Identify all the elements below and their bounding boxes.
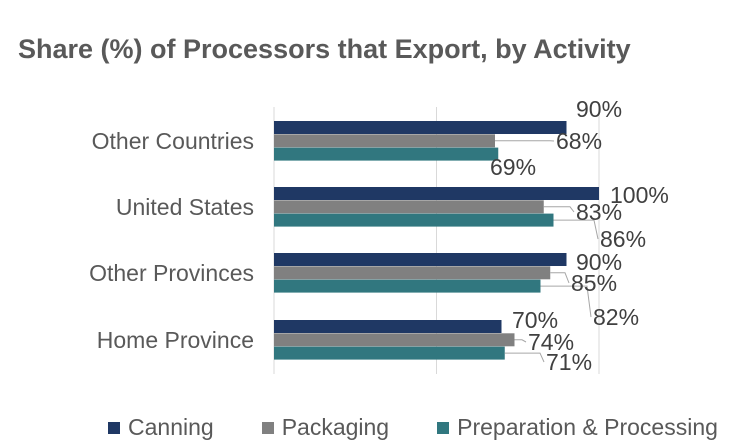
data-label: 74% <box>528 329 574 355</box>
legend-swatch-canning <box>108 421 120 434</box>
bar-chart: Other Countries 90% 68% 69% United States 100… <box>89 96 669 375</box>
bar <box>274 134 495 148</box>
leader-line <box>553 219 599 240</box>
category-label: Home Province <box>97 327 254 353</box>
leader-lines <box>495 140 599 363</box>
leader-line <box>540 285 592 318</box>
bar <box>274 266 551 280</box>
data-label: 83% <box>576 199 622 225</box>
data-label: 70% <box>512 307 558 333</box>
bar <box>274 320 502 333</box>
bar <box>274 200 544 214</box>
legend-label-canning: Canning <box>128 414 214 440</box>
data-label: 85% <box>571 270 617 296</box>
bar <box>274 121 567 134</box>
bar <box>274 333 515 347</box>
legend-item-canning: Canning <box>108 414 214 441</box>
data-label: 68% <box>556 128 602 154</box>
data-label: 100% <box>610 182 669 208</box>
legend-swatch-packaging <box>261 421 274 434</box>
labels: Other Countries 90% 68% 69% United States 100… <box>89 96 669 375</box>
data-label: 71% <box>546 349 592 375</box>
legend-label-preparation-processing: Preparation & Processing <box>457 414 718 440</box>
data-label: 90% <box>576 249 622 275</box>
bar <box>274 253 567 266</box>
category-label: Other Provinces <box>89 260 254 286</box>
leader-line <box>514 339 527 343</box>
bar <box>274 279 541 293</box>
data-label: 90% <box>576 96 622 122</box>
category-label: United States <box>116 194 254 220</box>
leader-line <box>550 272 570 284</box>
legend-swatch-preparation-processing <box>437 421 450 434</box>
data-label: 86% <box>600 226 646 252</box>
legend-item-preparation-processing: Preparation & Processing <box>437 414 718 441</box>
bar <box>274 147 499 161</box>
category-label: Other Countries <box>92 128 254 154</box>
bar <box>274 187 599 200</box>
legend-label-packaging: Packaging <box>281 414 390 440</box>
bar <box>274 346 505 360</box>
bars <box>274 121 599 360</box>
data-label: 82% <box>593 304 639 330</box>
leader-line <box>543 206 575 213</box>
legend-item-packaging: Packaging <box>261 414 390 441</box>
data-label: 69% <box>490 154 536 180</box>
leader-line <box>504 352 545 363</box>
bar <box>274 213 554 227</box>
legend: Canning Packaging Preparation & Processi… <box>108 414 718 441</box>
chart-title: Share (%) of Processors that Export, by … <box>18 34 631 64</box>
